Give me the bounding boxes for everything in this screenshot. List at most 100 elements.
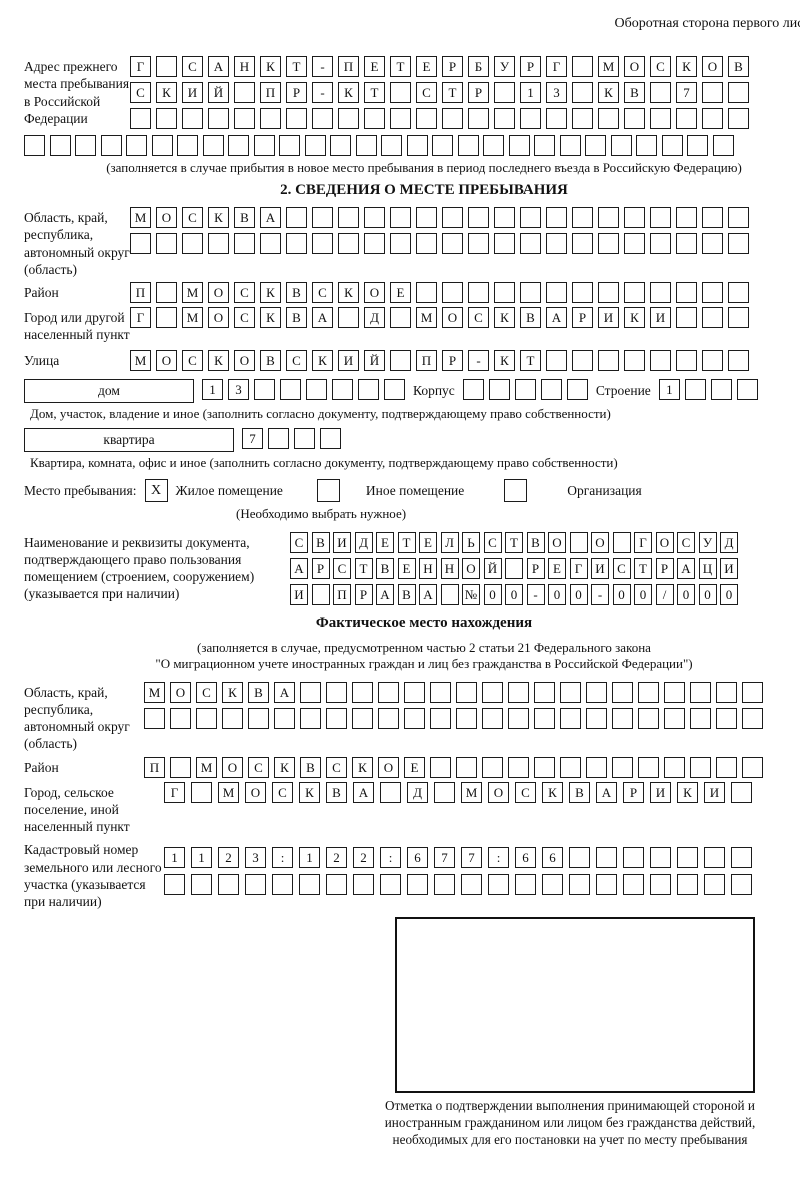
kvartira-caption: Квартира, комната, офис и иное (заполнит…: [30, 454, 618, 470]
char-box: С: [312, 282, 333, 304]
char-box: [364, 233, 385, 254]
char-box: [326, 707, 347, 729]
char-box: [380, 874, 401, 896]
char-box: [702, 349, 723, 371]
option-zhiloe-label: Жилое помещение: [175, 482, 283, 498]
char-box: [560, 756, 581, 778]
char-box: О: [234, 349, 255, 371]
char-box: [177, 135, 198, 156]
char-box: В: [397, 583, 416, 605]
char-box: Т: [505, 531, 523, 553]
char-box: Д: [364, 307, 385, 329]
char-box: 1: [299, 847, 320, 869]
char-box: Т: [390, 56, 411, 77]
char-box: А: [290, 557, 308, 579]
char-box: И: [333, 531, 351, 553]
char-box: [353, 874, 374, 896]
char-box: [488, 874, 509, 896]
char-box: Н: [419, 557, 437, 579]
char-box: [380, 781, 401, 803]
char-box: С: [290, 531, 308, 553]
char-box: О: [156, 349, 177, 371]
char-box: №: [462, 583, 480, 605]
char-box: Е: [416, 56, 437, 77]
char-box: [505, 557, 523, 579]
char-box: [728, 108, 749, 129]
char-box: М: [218, 781, 239, 803]
fact-caption-2: "О миграционном учете иностранных гражда…: [155, 655, 693, 671]
char-box: К: [624, 307, 645, 329]
char-box: В: [286, 307, 307, 329]
document-label: Наименование и реквизиты документа, подт…: [24, 534, 255, 602]
char-box: 6: [542, 847, 563, 869]
char-box: Т: [397, 531, 416, 553]
char-box: О: [624, 56, 645, 77]
char-box: [338, 207, 359, 228]
char-box: 7: [242, 427, 263, 449]
char-box: [430, 707, 451, 729]
char-box: [664, 756, 685, 778]
char-box: [494, 282, 515, 304]
char-box: [384, 378, 405, 400]
char-box: [508, 756, 529, 778]
char-box: [338, 108, 359, 129]
fact-caption-1: (заполняется в случае, предусмотренном ч…: [197, 639, 651, 655]
char-box: Р: [623, 781, 644, 803]
char-box: -: [312, 56, 333, 77]
char-box: 6: [515, 847, 536, 869]
prev-address-row-4: [24, 135, 800, 156]
char-box: Р: [354, 583, 373, 605]
char-box: Г: [546, 56, 567, 77]
char-box: Ц: [698, 557, 717, 579]
char-box: К: [208, 349, 229, 371]
char-box: [286, 108, 307, 129]
char-box: К: [494, 307, 515, 329]
char-box: [320, 427, 341, 449]
char-box: К: [222, 681, 243, 703]
char-box: [702, 233, 723, 254]
char-box: Г: [569, 557, 588, 579]
char-box: С: [272, 781, 293, 803]
char-box: [182, 108, 203, 129]
char-box: [245, 874, 266, 896]
char-box: 0: [677, 583, 695, 605]
char-box: [390, 233, 411, 254]
char-box: [728, 349, 749, 371]
char-box: И: [598, 307, 619, 329]
char-box: Г: [130, 307, 151, 329]
char-box: [352, 681, 373, 703]
char-box: [208, 108, 229, 129]
kvartira-cells: 7: [242, 427, 341, 449]
char-box: [378, 707, 399, 729]
char-box: [569, 874, 590, 896]
char-box: [638, 707, 659, 729]
char-box: [218, 874, 239, 896]
char-box: [144, 707, 165, 729]
char-box: [430, 681, 451, 703]
char-box: К: [494, 349, 515, 371]
char-box: [676, 207, 697, 228]
char-box: [742, 756, 763, 778]
char-box: П: [130, 282, 151, 304]
option-organizaciya-label: Организация: [567, 482, 642, 498]
char-box: [546, 349, 567, 371]
char-box: Н: [440, 557, 459, 579]
stroenie-cells: 1: [658, 378, 758, 400]
char-box: Д: [407, 781, 428, 803]
char-box: :: [380, 847, 401, 869]
mesto-note: (Необходимо выбрать нужное): [236, 505, 407, 521]
char-box: И: [704, 781, 725, 803]
char-box: Е: [390, 282, 411, 304]
char-box: О: [548, 531, 566, 553]
char-box: [170, 756, 191, 778]
char-box: [598, 207, 619, 228]
kvartira-row: квартира 7: [24, 427, 800, 452]
char-box: [432, 135, 453, 156]
char-box: О: [591, 531, 609, 553]
oblast-block: Область, край, республика, автономный ок…: [24, 207, 800, 278]
char-box: П: [416, 349, 437, 371]
char-box: [650, 207, 671, 228]
char-box: М: [598, 56, 619, 77]
